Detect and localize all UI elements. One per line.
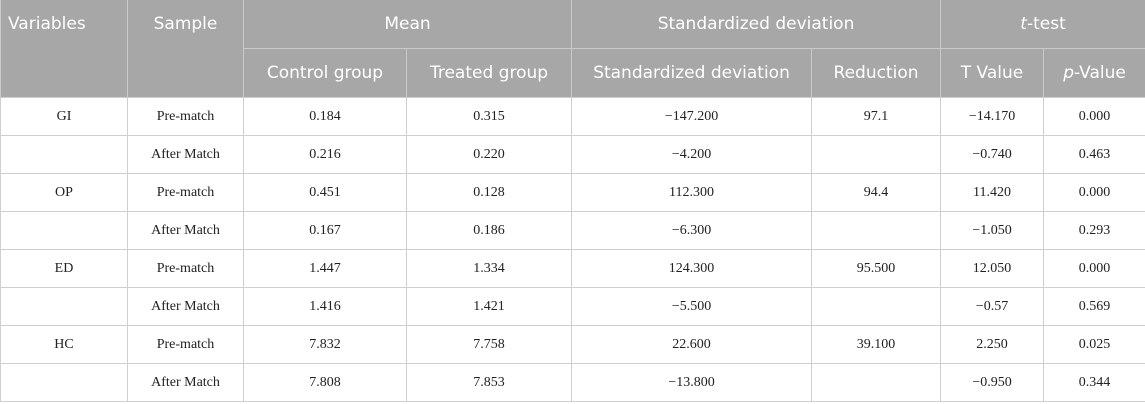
cell-p-value: 0.463 bbox=[1043, 135, 1145, 174]
cell-control: 1.447 bbox=[243, 249, 407, 288]
table-row: After Match 0.216 0.220 −4.200 −0.740 0.… bbox=[0, 135, 1145, 174]
cell-std-dev: −4.200 bbox=[571, 135, 813, 174]
cell-p-value: 0.000 bbox=[1043, 249, 1145, 288]
cell-reduction bbox=[811, 211, 942, 250]
cell-sample: Pre-match bbox=[127, 173, 244, 212]
cell-control: 0.216 bbox=[243, 135, 407, 174]
cell-p-value: 0.344 bbox=[1043, 363, 1145, 402]
header-variables: Variables bbox=[0, 0, 128, 98]
cell-variable: GI bbox=[0, 97, 128, 136]
header-treated-group: Treated group bbox=[405, 48, 573, 98]
header-t-value: T Value bbox=[940, 48, 1045, 98]
cell-reduction: 97.1 bbox=[811, 97, 942, 136]
cell-std-dev: −147.200 bbox=[571, 97, 813, 136]
header-standardized-deviation-group: Standardized deviation bbox=[571, 0, 942, 49]
cell-variable bbox=[0, 363, 128, 402]
cell-std-dev: 124.300 bbox=[571, 249, 813, 288]
header-t-test: t-test bbox=[940, 0, 1145, 49]
cell-treated: 0.186 bbox=[405, 211, 573, 250]
header-standardized-deviation: Standardized deviation bbox=[571, 48, 813, 98]
cell-control: 0.184 bbox=[243, 97, 407, 136]
cell-treated: 0.128 bbox=[405, 173, 573, 212]
cell-p-value: 0.000 bbox=[1043, 173, 1145, 212]
cell-treated: 1.334 bbox=[405, 249, 573, 288]
cell-variable: ED bbox=[0, 249, 128, 288]
cell-variable: OP bbox=[0, 173, 128, 212]
cell-control: 0.451 bbox=[243, 173, 407, 212]
table-row: After Match 7.808 7.853 −13.800 −0.950 0… bbox=[0, 363, 1145, 402]
table-row: GI Pre-match 0.184 0.315 −147.200 97.1 −… bbox=[0, 97, 1145, 136]
header-t-test-italic: t bbox=[1020, 14, 1027, 34]
cell-std-dev: 22.600 bbox=[571, 325, 813, 364]
cell-reduction: 95.500 bbox=[811, 249, 942, 288]
cell-reduction: 94.4 bbox=[811, 173, 942, 212]
table-row: HC Pre-match 7.832 7.758 22.600 39.100 2… bbox=[0, 325, 1145, 364]
cell-sample: Pre-match bbox=[127, 249, 244, 288]
header-t-test-rest: -test bbox=[1026, 14, 1066, 34]
header-sample: Sample bbox=[127, 0, 244, 98]
cell-t-value: −1.050 bbox=[940, 211, 1045, 250]
table-row: OP Pre-match 0.451 0.128 112.300 94.4 11… bbox=[0, 173, 1145, 212]
cell-reduction bbox=[811, 135, 942, 174]
cell-p-value: 0.025 bbox=[1043, 325, 1145, 364]
cell-t-value: 2.250 bbox=[940, 325, 1045, 364]
cell-reduction bbox=[811, 287, 942, 326]
header-mean: Mean bbox=[242, 0, 573, 49]
header-p-value-rest: -Value bbox=[1074, 63, 1126, 83]
cell-p-value: 0.569 bbox=[1043, 287, 1145, 326]
cell-sample: Pre-match bbox=[127, 325, 244, 364]
cell-t-value: −0.57 bbox=[940, 287, 1045, 326]
cell-std-dev: −5.500 bbox=[571, 287, 813, 326]
cell-treated: 0.315 bbox=[405, 97, 573, 136]
header-control-group: Control group bbox=[243, 48, 407, 98]
header-reduction: Reduction bbox=[811, 48, 942, 98]
cell-std-dev: −6.300 bbox=[571, 211, 813, 250]
cell-treated: 0.220 bbox=[405, 135, 573, 174]
cell-control: 0.167 bbox=[243, 211, 407, 250]
cell-t-value: 12.050 bbox=[940, 249, 1045, 288]
table-body: GI Pre-match 0.184 0.315 −147.200 97.1 −… bbox=[0, 97, 1145, 402]
cell-sample: After Match bbox=[127, 363, 244, 402]
cell-control: 7.832 bbox=[243, 325, 407, 364]
header-p-value: p-Value bbox=[1043, 48, 1145, 98]
cell-control: 7.808 bbox=[243, 363, 407, 402]
table-row: After Match 1.416 1.421 −5.500 −0.57 0.5… bbox=[0, 287, 1145, 326]
cell-std-dev: −13.800 bbox=[571, 363, 813, 402]
cell-variable bbox=[0, 287, 128, 326]
cell-treated: 7.758 bbox=[405, 325, 573, 364]
cell-t-value: −14.170 bbox=[940, 97, 1045, 136]
cell-std-dev: 112.300 bbox=[571, 173, 813, 212]
cell-t-value: 11.420 bbox=[940, 173, 1045, 212]
cell-p-value: 0.000 bbox=[1043, 97, 1145, 136]
cell-sample: After Match bbox=[127, 211, 244, 250]
cell-variable bbox=[0, 211, 128, 250]
cell-sample: After Match bbox=[127, 287, 244, 326]
cell-reduction: 39.100 bbox=[811, 325, 942, 364]
cell-t-value: −0.950 bbox=[940, 363, 1045, 402]
table-row: ED Pre-match 1.447 1.334 124.300 95.500 … bbox=[0, 249, 1145, 288]
cell-variable: HC bbox=[0, 325, 128, 364]
header-p-value-italic: p bbox=[1063, 63, 1074, 83]
cell-variable bbox=[0, 135, 128, 174]
cell-p-value: 0.293 bbox=[1043, 211, 1145, 250]
cell-t-value: −0.740 bbox=[940, 135, 1045, 174]
cell-control: 1.416 bbox=[243, 287, 407, 326]
cell-sample: After Match bbox=[127, 135, 244, 174]
cell-treated: 7.853 bbox=[405, 363, 573, 402]
cell-reduction bbox=[811, 363, 942, 402]
cell-sample: Pre-match bbox=[127, 97, 244, 136]
table-header: Variables Sample Mean Standardized devia… bbox=[0, 0, 1145, 98]
cell-treated: 1.421 bbox=[405, 287, 573, 326]
table-row: After Match 0.167 0.186 −6.300 −1.050 0.… bbox=[0, 211, 1145, 250]
